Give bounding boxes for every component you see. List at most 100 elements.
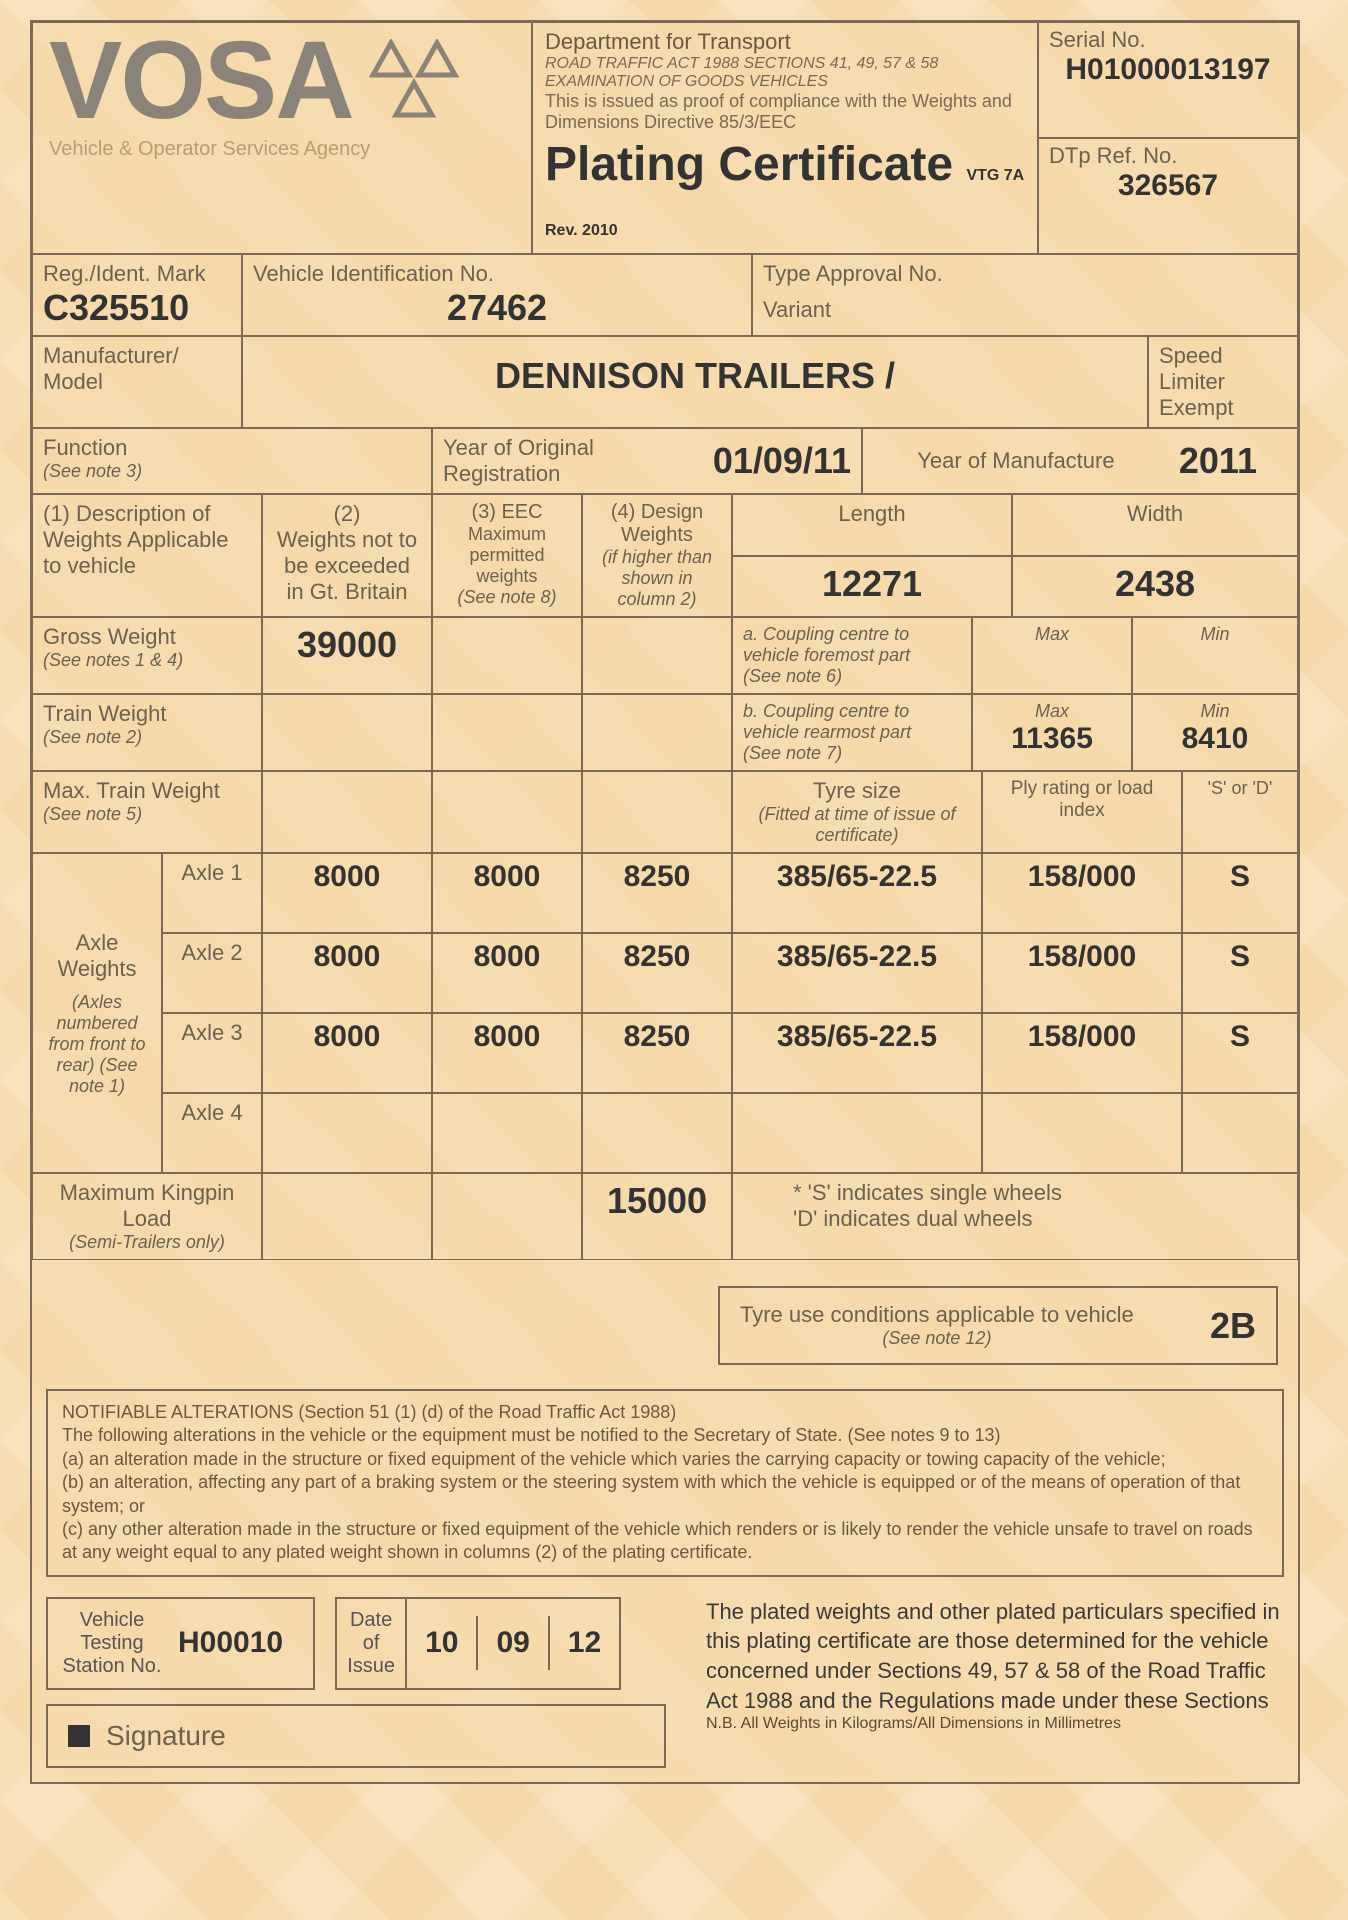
col4-header: (4) Design Weights (if higher than shown… bbox=[582, 494, 732, 617]
wheels-note-s: * 'S' indicates single wheels bbox=[793, 1180, 1287, 1206]
date-month: 09 bbox=[478, 1616, 549, 1670]
width-value: 2438 bbox=[1012, 556, 1298, 618]
train-c4 bbox=[582, 694, 732, 771]
notifiable-b: (b) an alteration, affecting any part of… bbox=[62, 1471, 1268, 1518]
vin-label: Vehicle Identification No. bbox=[253, 261, 741, 287]
manufacturer-label: Manufacturer/ Model bbox=[43, 343, 231, 395]
max-train-c3 bbox=[432, 771, 582, 853]
date-label: Date of Issue bbox=[337, 1599, 407, 1688]
coupling-a-max: Max bbox=[972, 617, 1132, 694]
year-manu-cell: Year of Manufacture 2011 bbox=[862, 428, 1298, 494]
axle-ply: 158/000 bbox=[982, 1013, 1182, 1093]
axle-block: Axle Weights (Axles numbered from front … bbox=[32, 853, 1298, 1173]
manufacturer-value: DENNISON TRAILERS / bbox=[495, 355, 895, 396]
axle-c4: 8250 bbox=[582, 933, 732, 1013]
axle-c4: 8250 bbox=[582, 853, 732, 933]
sd-header: 'S' or 'D' bbox=[1182, 771, 1298, 853]
axle-sd bbox=[1182, 1093, 1298, 1173]
axle-weights-label: Axle Weights bbox=[43, 930, 151, 982]
coupling-a-text: a. Coupling centre to vehicle foremost p… bbox=[743, 624, 961, 666]
gross-c3 bbox=[432, 617, 582, 694]
axle-row: Axle 1800080008250385/65-22.5158/000S bbox=[162, 853, 1298, 933]
vosa-logo-text: VOSA bbox=[49, 31, 353, 130]
axle-c4: 8250 bbox=[582, 1013, 732, 1093]
document-title-text: Plating Certificate bbox=[545, 138, 953, 191]
document-title: Plating Certificate VTG 7A Rev. 2010 bbox=[545, 137, 1025, 247]
year-reg-label: Year of Original Registration bbox=[443, 435, 693, 487]
axle-c4 bbox=[582, 1093, 732, 1173]
kingpin-label-cell: Maximum Kingpin Load (Semi-Trailers only… bbox=[32, 1173, 262, 1260]
page: VOSA Vehicle & Operator Services Agency … bbox=[0, 0, 1348, 1920]
header-logo-area: VOSA Vehicle & Operator Services Agency bbox=[32, 22, 532, 254]
header: VOSA Vehicle & Operator Services Agency … bbox=[32, 22, 1298, 254]
axle-c2: 8000 bbox=[262, 933, 432, 1013]
function-note: (See note 3) bbox=[43, 461, 421, 482]
tyre-size-note: (Fitted at time of issue of certificate) bbox=[743, 804, 971, 846]
axle-c3: 8000 bbox=[432, 933, 582, 1013]
vin-value: 27462 bbox=[253, 287, 741, 329]
train-label-cell: Train Weight (See note 2) bbox=[32, 694, 262, 771]
date-year: 12 bbox=[550, 1616, 619, 1670]
axle-side-label: Axle Weights (Axles numbered from front … bbox=[32, 853, 162, 1173]
max-train-c4 bbox=[582, 771, 732, 853]
train-label: Train Weight bbox=[43, 701, 251, 727]
coupling-b-max-label: Max bbox=[983, 701, 1121, 722]
type-approval-cell: Type Approval No. Variant bbox=[752, 254, 1298, 336]
train-note: (See note 2) bbox=[43, 727, 251, 748]
notifiable-box: NOTIFIABLE ALTERATIONS (Section 51 (1) (… bbox=[46, 1389, 1284, 1577]
header-refs: Serial No. H01000013197 DTp Ref. No. 326… bbox=[1038, 22, 1298, 254]
axle-rows: Axle 1800080008250385/65-22.5158/000SAxl… bbox=[162, 853, 1298, 1173]
nb-text: N.B. All Weights in Kilograms/All Dimens… bbox=[706, 1715, 1284, 1733]
gross-weight-row: Gross Weight (See notes 1 & 4) 39000 a. … bbox=[32, 617, 1298, 694]
axle-tyre bbox=[732, 1093, 982, 1173]
kingpin-c3 bbox=[432, 1173, 582, 1260]
length-block: Length 12271 bbox=[732, 494, 1012, 617]
ply-header: Ply rating or load index bbox=[982, 771, 1182, 853]
axle-row: Axle 2800080008250385/65-22.5158/000S bbox=[162, 933, 1298, 1013]
max-train-c2 bbox=[262, 771, 432, 853]
tyre-size-label: Tyre size bbox=[743, 778, 971, 804]
year-reg-cell: Year of Original Registration 01/09/11 bbox=[432, 428, 862, 494]
function-cell: Function (See note 3) bbox=[32, 428, 432, 494]
coupling-a-max-label: Max bbox=[983, 624, 1121, 645]
col3-header-a: (3) EEC bbox=[443, 501, 571, 524]
notifiable-wrap: NOTIFIABLE ALTERATIONS (Section 51 (1) (… bbox=[32, 1389, 1298, 1577]
exam-line: EXAMINATION OF GOODS VEHICLES bbox=[545, 73, 1025, 91]
reg-label: Reg./Ident. Mark bbox=[43, 261, 231, 287]
mot-triangles-icon bbox=[369, 39, 459, 134]
notifiable-a: (a) an alteration made in the structure … bbox=[62, 1448, 1268, 1471]
axle-tyre: 385/65-22.5 bbox=[732, 933, 982, 1013]
date-box: Date of Issue 10 09 12 bbox=[335, 1597, 621, 1690]
issue-row: Vehicle Testing Station No. H00010 Date … bbox=[32, 1597, 1298, 1782]
col1-header-text: (1) Description of Weights Applicable to… bbox=[43, 501, 251, 579]
station-box: Vehicle Testing Station No. H00010 bbox=[46, 1597, 315, 1690]
axle-ply: 158/000 bbox=[982, 853, 1182, 933]
vosa-tagline: Vehicle & Operator Services Agency bbox=[49, 138, 515, 161]
ident-row: Reg./Ident. Mark C325510 Vehicle Identif… bbox=[32, 254, 1298, 336]
axle-c3: 8000 bbox=[432, 853, 582, 933]
coupling-a-cell: a. Coupling centre to vehicle foremost p… bbox=[732, 617, 972, 694]
dtp-value: 326567 bbox=[1049, 169, 1287, 203]
axle-row: Axle 3800080008250385/65-22.5158/000S bbox=[162, 1013, 1298, 1093]
kingpin-label: Maximum Kingpin Load bbox=[43, 1180, 251, 1232]
axle-c2 bbox=[262, 1093, 432, 1173]
axle-sd: S bbox=[1182, 933, 1298, 1013]
gross-label: Gross Weight bbox=[43, 624, 251, 650]
serial-label: Serial No. bbox=[1049, 27, 1287, 53]
coupling-b-cell: b. Coupling centre to vehicle rearmost p… bbox=[732, 694, 972, 771]
max-train-label: Max. Train Weight bbox=[43, 778, 251, 804]
kingpin-c2 bbox=[262, 1173, 432, 1260]
length-label: Length bbox=[732, 494, 1012, 556]
manufacturer-value-cell: DENNISON TRAILERS / bbox=[242, 336, 1148, 428]
sd-label: 'S' or 'D' bbox=[1193, 778, 1287, 799]
function-label: Function bbox=[43, 435, 421, 461]
signature-label: Signature bbox=[106, 1720, 226, 1752]
year-reg-value: 01/09/11 bbox=[713, 440, 851, 482]
department-line: Department for Transport bbox=[545, 29, 1025, 55]
axle-name: Axle 1 bbox=[162, 853, 262, 933]
reg-cell: Reg./Ident. Mark C325510 bbox=[32, 254, 242, 336]
axle-tyre: 385/65-22.5 bbox=[732, 1013, 982, 1093]
tyre-conditions-box: Tyre use conditions applicable to vehicl… bbox=[718, 1286, 1278, 1365]
certificate: VOSA Vehicle & Operator Services Agency … bbox=[30, 20, 1300, 1784]
signature-box: Signature bbox=[46, 1704, 666, 1768]
